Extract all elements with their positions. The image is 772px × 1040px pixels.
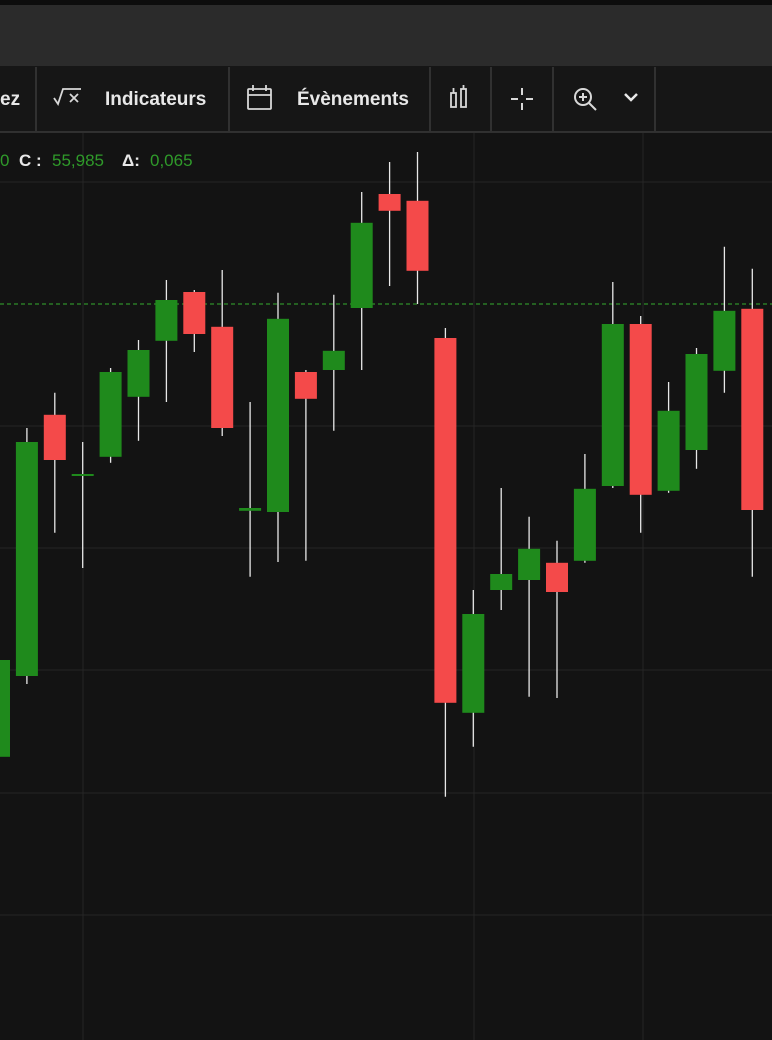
- dropdown-chevron[interactable]: [624, 93, 638, 102]
- toolbar-item[interactable]: ez: [0, 89, 20, 110]
- candle-body: [629, 324, 652, 495]
- candle-body: [322, 350, 345, 370]
- legend-value: 0: [0, 151, 9, 170]
- candle-body: [378, 194, 401, 211]
- candle-body: [0, 660, 10, 757]
- candle-body: [155, 300, 178, 341]
- crosshair-icon[interactable]: [511, 88, 533, 110]
- events-button[interactable]: Évènements: [247, 85, 409, 110]
- top-bar: [0, 0, 772, 66]
- candle-type-icon[interactable]: [450, 85, 467, 108]
- calendar-icon: [247, 85, 272, 110]
- legend-value: 0,065: [150, 151, 193, 170]
- candle-body: [239, 508, 262, 511]
- top-edge: [0, 0, 772, 5]
- candle-body: [490, 574, 513, 590]
- zoom-icon[interactable]: [574, 88, 597, 111]
- candle-body: [99, 372, 122, 457]
- indicators-button[interactable]: Indicateurs: [53, 88, 206, 110]
- grid: [0, 133, 772, 1040]
- ohlc-legend: 0 C : 55,985 Δ: 0,065: [0, 151, 193, 170]
- candle-body: [573, 488, 596, 561]
- candle-body: [294, 372, 317, 399]
- legend-label: C :: [19, 151, 42, 170]
- toolbar-separators: [0, 67, 772, 133]
- candle-body: [518, 548, 541, 580]
- candle-body: [71, 474, 94, 476]
- sqrt-icon: [53, 88, 81, 107]
- candle-body: [127, 350, 150, 397]
- candle-body: [741, 308, 764, 510]
- toolbar: [0, 66, 772, 132]
- candle-body: [546, 562, 568, 592]
- candle-body: [43, 414, 66, 460]
- candle-body: [267, 318, 289, 512]
- candle-body: [685, 354, 708, 450]
- candle-body: [462, 614, 485, 713]
- candle-body: [657, 410, 680, 491]
- candle-body: [211, 326, 234, 428]
- candle-body: [434, 338, 457, 703]
- legend-value: 55,985: [52, 151, 104, 170]
- candle-body: [15, 442, 38, 676]
- candle-body: [713, 310, 736, 371]
- candle-body: [350, 222, 373, 308]
- candle-body: [601, 324, 624, 486]
- candle-body: [406, 200, 429, 271]
- toolbar-item[interactable]: Indicateurs: [105, 89, 206, 110]
- candle-body: [183, 292, 206, 334]
- toolbar-item[interactable]: Évènements: [297, 88, 409, 110]
- legend-label: Δ:: [122, 151, 140, 170]
